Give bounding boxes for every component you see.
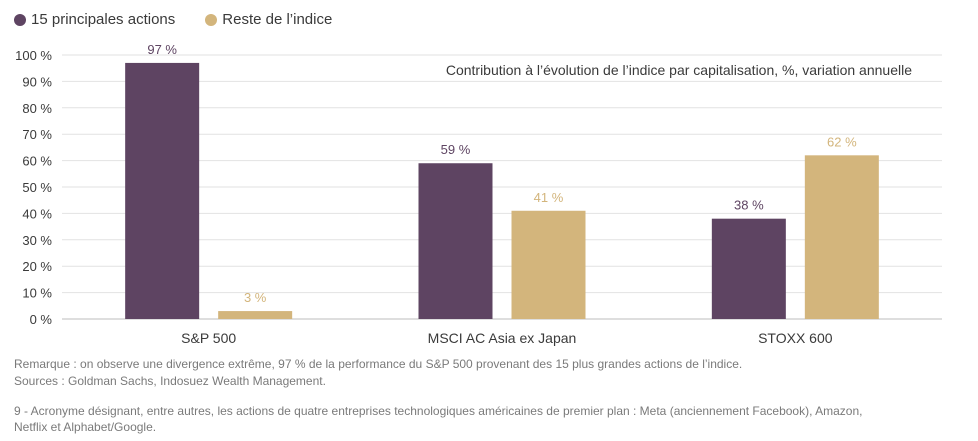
y-tick-label: 100 % — [15, 48, 52, 63]
y-tick-label: 60 % — [22, 154, 52, 169]
chart-subtitle: Contribution à l’évolution de l’indice p… — [446, 62, 912, 78]
y-tick-label: 40 % — [22, 206, 52, 221]
y-tick-label: 10 % — [22, 286, 52, 301]
bar-rest — [804, 155, 879, 319]
bar-top15 — [711, 218, 786, 319]
remark-note: Remarque : on observe une divergence ext… — [14, 357, 743, 371]
y-tick-label: 0 % — [30, 312, 53, 327]
y-tick-label: 50 % — [22, 180, 52, 195]
y-tick-label: 80 % — [22, 101, 52, 116]
y-tick-label: 70 % — [22, 127, 52, 142]
x-category-label: S&P 500 — [181, 330, 236, 346]
bar-chart: 0 % 10 % 20 % 30 % 40 % 50 % 60 % 70 % 80 % 90 % 1… — [15, 42, 942, 346]
bar-rest — [511, 210, 586, 319]
data-label-top15: 97 % — [147, 42, 177, 57]
bar-top15 — [418, 163, 493, 319]
legend-label-top15: 15 principales actions — [31, 11, 176, 28]
legend-item-top15: 15 principales actions — [14, 11, 175, 28]
data-label-rest: 41 % — [534, 190, 564, 205]
legend-swatch-rest — [205, 13, 218, 26]
data-label-top15: 59 % — [441, 142, 471, 157]
x-category-label: MSCI AC Asia ex Japan — [428, 330, 577, 346]
footnote-line-2: Netflix et Alphabet/Google. — [14, 420, 157, 434]
legend-item-rest: Reste de l’indice — [205, 11, 332, 28]
data-label-rest: 62 % — [827, 134, 857, 149]
bar-rest — [218, 311, 293, 319]
data-label-top15: 38 % — [734, 198, 764, 213]
x-category-label: STOXX 600 — [758, 330, 833, 346]
chart-legend: 15 principales actions Reste de l’indice — [14, 11, 332, 28]
data-label-rest: 3 % — [244, 290, 267, 305]
y-tick-label: 90 % — [22, 74, 52, 89]
y-tick-label: 30 % — [22, 233, 52, 248]
sources-note: Sources : Goldman Sachs, Indosuez Wealth… — [14, 374, 326, 388]
legend-swatch-top15 — [14, 13, 26, 26]
footnote-line-1: 9 - Acronyme désignant, entre autres, le… — [14, 404, 863, 418]
y-tick-label: 20 % — [22, 259, 52, 274]
legend-label-rest: Reste de l’indice — [222, 11, 333, 28]
bar-top15 — [125, 62, 200, 320]
